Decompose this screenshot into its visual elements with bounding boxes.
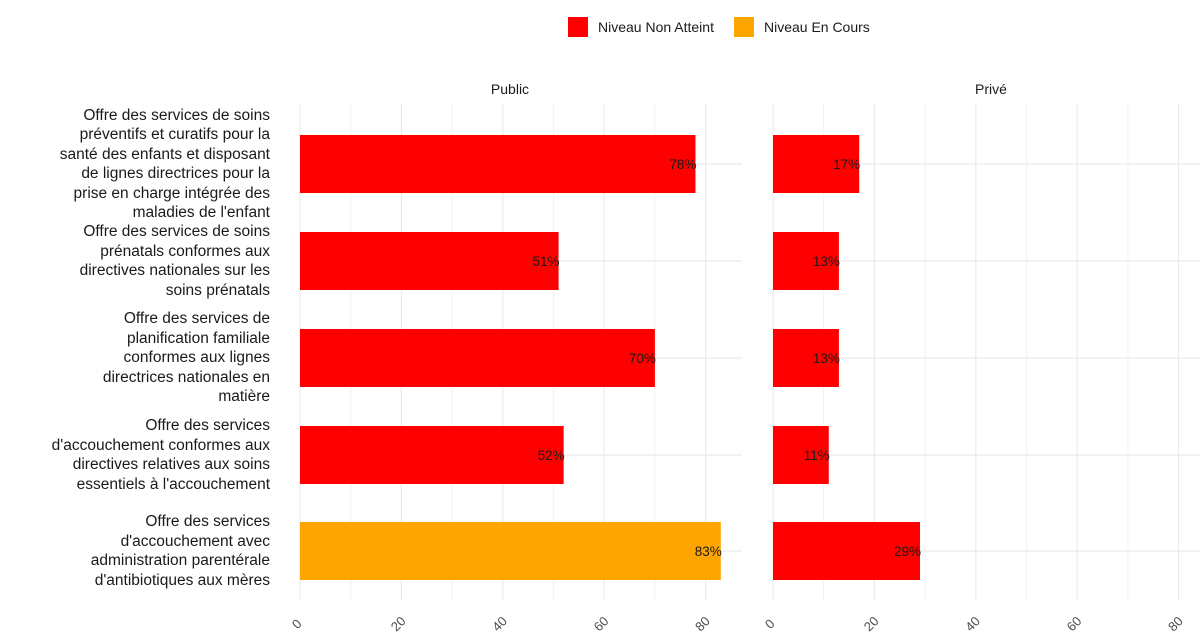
category-label-line: directrices nationales en xyxy=(102,368,270,386)
category-label-line: directives relatives aux soins xyxy=(72,456,270,473)
bar xyxy=(300,135,696,193)
legend-label-en-cours: Niveau En Cours xyxy=(763,19,870,35)
category-label-line: essentiels à l'accouchement xyxy=(76,475,270,493)
category-label-line: d'accouchement conformes aux xyxy=(51,436,270,454)
category-label-line: santé des enfants et disposant xyxy=(59,145,270,163)
bar xyxy=(773,426,829,484)
category-label-line: administration parentérale xyxy=(90,552,270,569)
category-label-line: de lignes directrices pour la xyxy=(81,165,270,182)
x-tick-label: 80 xyxy=(692,613,713,634)
category-label-line: prise en charge intégrée des xyxy=(73,184,270,202)
category-label-line: Offre des services de soins xyxy=(83,106,270,124)
category-label-line: Offre des services de xyxy=(123,310,270,328)
category-label: Offre des services de soins préventifs et… xyxy=(6,106,270,223)
category-label: Offre des services d'accouchement avec adm… xyxy=(6,512,270,590)
bar-value-label: 52% xyxy=(538,448,565,463)
category-label-line: Offre des services xyxy=(145,417,270,434)
bar-value-label: 17% xyxy=(833,157,860,172)
x-tick-label: 20 xyxy=(388,613,409,634)
category-label-line: soins prénatals xyxy=(165,281,270,299)
category-label-line: planification familiale xyxy=(126,329,270,347)
category-label-line: Offre des services xyxy=(145,513,270,530)
x-tick-label: 60 xyxy=(1064,613,1085,634)
bar xyxy=(773,135,860,193)
bar xyxy=(300,426,564,484)
category-label-line: prénatals conformes aux xyxy=(100,242,270,260)
legend: Niveau Non Atteint Niveau En Cours xyxy=(568,17,890,37)
x-tick-label: 40 xyxy=(962,613,983,634)
bar-value-label: 51% xyxy=(533,254,560,269)
bar-value-label: 13% xyxy=(813,351,840,366)
bar xyxy=(773,232,839,290)
bar xyxy=(773,329,839,387)
x-tick-label: 40 xyxy=(489,613,510,634)
legend-item-en-cours: Niveau En Cours xyxy=(733,17,870,37)
category-label-line: maladies de l'enfant xyxy=(132,204,270,221)
bar xyxy=(300,329,655,387)
category-label-line: directives nationales sur les xyxy=(79,262,270,279)
bar xyxy=(300,232,559,290)
category-label-line: conformes aux lignes xyxy=(123,349,270,367)
legend-swatch-non-atteint xyxy=(568,17,588,37)
x-tick-label: 20 xyxy=(861,613,882,634)
bar xyxy=(300,522,721,580)
facet-panel-1: Privé 17% 13% 13% 11% 29% 0 20 40 60 80 xyxy=(762,81,1200,634)
category-label: Offre des services de soins prénatals con… xyxy=(6,222,270,300)
legend-swatch-en-cours xyxy=(733,17,754,37)
category-label-line: Offre des services de soins xyxy=(83,223,270,240)
facet-panel-0: Public 78% 51% 70% 52% 83% 0 20 40 60 80 xyxy=(289,81,742,634)
category-label: Offre des services de planification famil… xyxy=(6,309,270,407)
legend-label-non-atteint: Niveau Non Atteint xyxy=(598,19,714,35)
facet-title: Privé xyxy=(975,81,1007,97)
x-tick-label: 60 xyxy=(591,613,612,634)
category-label-line: d'accouchement avec xyxy=(120,532,270,550)
x-tick-label: 0 xyxy=(762,616,778,632)
category-label-line: d'antibiotiques aux mères xyxy=(94,571,270,589)
x-tick-label: 0 xyxy=(289,616,305,632)
bar-value-label: 70% xyxy=(629,351,656,366)
facet-title: Public xyxy=(491,81,529,97)
bar-value-label: 11% xyxy=(804,448,830,463)
category-label-line: préventifs et curatifs pour la xyxy=(79,126,270,143)
category-label-line: matière xyxy=(218,388,270,406)
category-label: Offre des services d'accouchement conform… xyxy=(6,416,270,494)
bar-value-label: 83% xyxy=(695,544,722,559)
bar-value-label: 29% xyxy=(894,544,921,559)
bar-value-label: 13% xyxy=(813,254,840,269)
bar xyxy=(773,522,921,580)
x-tick-label: 80 xyxy=(1165,613,1186,634)
bar-value-label: 78% xyxy=(669,157,696,172)
legend-item-non-atteint: Niveau Non Atteint xyxy=(568,17,714,37)
